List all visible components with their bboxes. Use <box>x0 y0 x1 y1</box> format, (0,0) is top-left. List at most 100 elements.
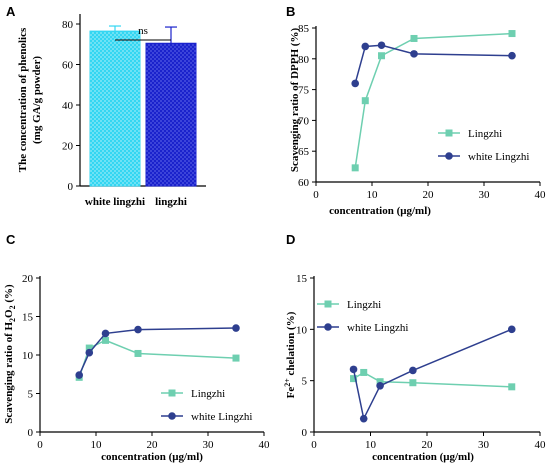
bar-white-lingzhi <box>89 30 141 187</box>
legend-label: Lingzhi <box>468 128 502 140</box>
data-point-lingzhi <box>410 34 418 42</box>
y-tick-label-c: 5 <box>28 389 34 401</box>
panel-letter-a: A <box>6 4 16 19</box>
x-tick-label-d: 30 <box>478 439 490 451</box>
data-point-lingzhi <box>376 378 384 386</box>
x-tick-label-d: 10 <box>365 439 377 451</box>
series-line-lingzhi <box>78 339 237 378</box>
line-chart-fe-chelation: 0 5 10 15 0 10 20 30 40 Lingzhi white Lingzhi con… <box>283 273 546 463</box>
data-point-white-lingzhi <box>361 42 370 51</box>
x-tick-label-b: 0 <box>313 189 319 201</box>
data-point-lingzhi <box>351 164 359 172</box>
y-tick-label-d: 10 <box>296 324 308 336</box>
legend-label: white Lingzhi <box>347 322 408 334</box>
data-point-white-lingzhi <box>349 365 358 374</box>
data-point-white-lingzhi <box>75 371 83 379</box>
data-point-lingzhi <box>508 383 516 391</box>
panel-letter-b: B <box>286 4 295 19</box>
y-tick-label-a: 20 <box>62 141 74 153</box>
y-axis-title-b: Scavenging ratio of DPPH (%) <box>289 28 301 173</box>
data-point-white-lingzhi <box>101 329 110 338</box>
y-tick-label-b: 80 <box>298 54 310 66</box>
y-tick-label-c: 15 <box>22 312 34 324</box>
data-point-lingzhi <box>134 349 142 357</box>
data-point-lingzhi <box>85 344 93 352</box>
data-point-white-lingzhi <box>134 325 142 334</box>
y-tick-label-a: 0 <box>68 181 74 193</box>
y-tick-label-c: 10 <box>22 350 34 362</box>
x-tick-label-b: 20 <box>423 189 435 201</box>
y-tick-label-d: 0 <box>302 427 308 439</box>
x-tick-label-b: 30 <box>479 189 491 201</box>
legend-marker-white-lingzhi <box>445 152 453 160</box>
data-point-white-lingzhi <box>351 79 360 88</box>
x-tick-label-d: 0 <box>311 439 317 451</box>
line-chart-h2o2: 0 5 10 15 20 0 10 20 30 40 Lingzhi white Lingzhi c… <box>3 273 270 463</box>
data-point-white-lingzhi <box>409 366 417 375</box>
data-point-white-lingzhi <box>232 324 240 332</box>
y-tick-label-a: 40 <box>62 100 74 112</box>
bar-chart-phenolics: 0 20 40 60 80 white lingzhi lingzhi ns The con… <box>17 14 206 208</box>
y-tick-label-c: 0 <box>28 427 34 439</box>
y-axis-title-d: Fe2+ chelation (%) <box>283 311 297 398</box>
x-tick-label-d: 20 <box>422 439 434 451</box>
x-tick-label-d: 40 <box>535 439 547 451</box>
y-tick-label-c: 20 <box>22 273 34 285</box>
legend-marker-white-lingzhi <box>168 412 176 420</box>
data-point-white-lingzhi <box>377 41 386 50</box>
series-line-white-lingzhi <box>352 328 513 421</box>
legend-marker-lingzhi <box>168 389 176 397</box>
x-axis-title-c: concentration (μg/ml) <box>101 451 203 463</box>
bar-lingzhi <box>145 42 197 187</box>
data-point-lingzhi <box>350 375 358 383</box>
data-point-white-lingzhi <box>410 50 418 58</box>
legend-label: white Lingzhi <box>191 411 252 423</box>
data-point-lingzhi <box>361 97 369 105</box>
x-tick-label-c: 20 <box>147 439 159 451</box>
y-tick-label-b: 65 <box>298 146 310 158</box>
y-axis-title-a-line1: The concentration of phenolics <box>17 27 29 172</box>
y-axis-title-c: Scavenging ratio of H2O2 (%) <box>3 284 17 424</box>
data-point-lingzhi <box>102 336 110 344</box>
x-tick-label-a: lingzhi <box>155 196 187 208</box>
data-point-white-lingzhi <box>507 325 516 334</box>
x-tick-label-a: white lingzhi <box>85 196 145 208</box>
data-point-lingzhi <box>360 368 368 376</box>
data-point-white-lingzhi <box>359 414 368 423</box>
panel-letter-d: D <box>286 232 295 247</box>
data-point-white-lingzhi <box>376 382 384 390</box>
y-tick-label-a: 80 <box>62 19 74 31</box>
data-point-white-lingzhi <box>85 348 94 357</box>
legend-label: Lingzhi <box>347 299 381 311</box>
data-point-white-lingzhi <box>508 51 516 60</box>
legend-label: white Lingzhi <box>468 151 529 163</box>
legend-marker-white-lingzhi <box>324 323 332 331</box>
panel-letter-c: C <box>6 232 16 247</box>
line-chart-dpph: 60 65 70 75 80 85 0 10 20 30 40 Lingzhi white Lingz… <box>289 23 546 217</box>
y-tick-label-d: 5 <box>302 376 308 388</box>
x-tick-label-b: 10 <box>367 189 379 201</box>
x-axis-title-b: concentration (μg/ml) <box>329 205 431 217</box>
data-point-lingzhi <box>508 30 516 38</box>
data-point-lingzhi <box>232 354 240 362</box>
y-tick-label-d: 15 <box>296 273 308 285</box>
x-tick-label-c: 10 <box>91 439 103 451</box>
y-tick-label-b: 75 <box>298 85 310 97</box>
x-tick-label-c: 30 <box>203 439 215 451</box>
x-tick-label-c: 40 <box>259 439 271 451</box>
y-axis-title-a-line2: (mg GA/g powder) <box>31 56 43 144</box>
y-tick-label-b: 60 <box>298 177 310 189</box>
x-tick-label-b: 40 <box>535 189 547 201</box>
y-tick-label-b: 70 <box>298 115 310 127</box>
legend-label: Lingzhi <box>191 388 225 400</box>
legend-marker-lingzhi <box>324 300 332 308</box>
legend-marker-lingzhi <box>445 129 453 137</box>
x-axis-title-d: concentration (μg/ml) <box>372 451 474 463</box>
data-point-lingzhi <box>378 52 386 60</box>
data-point-lingzhi <box>409 379 417 387</box>
x-tick-label-c: 0 <box>37 439 43 451</box>
y-tick-label-b: 85 <box>298 23 310 35</box>
y-tick-label-a: 60 <box>62 60 74 72</box>
significance-label: ns <box>138 25 148 37</box>
